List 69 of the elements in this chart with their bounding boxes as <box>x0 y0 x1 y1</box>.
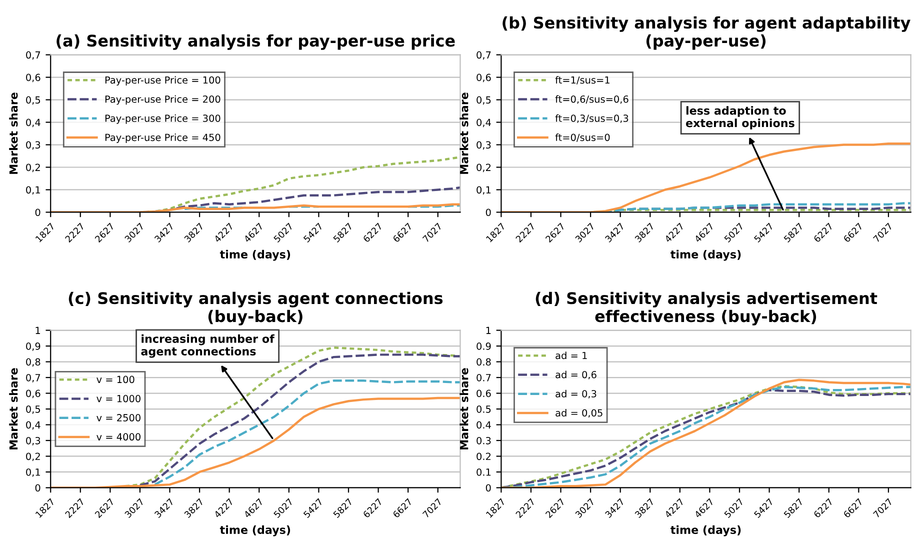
y-tick-label: 0,1 <box>26 186 40 195</box>
y-axis-title: Market share <box>9 92 18 174</box>
legend-label: ad = 0,6 <box>556 370 596 380</box>
legend-label: ft=1/sus=1 <box>555 76 610 84</box>
chart-title: (d) Sensitivity analysis advertisement effectiveness (buy-back) <box>536 292 878 326</box>
y-axis-title: Market share <box>460 368 468 450</box>
y-tick-label: 0,6 <box>26 390 40 398</box>
y-axis-title: Market share <box>9 368 18 450</box>
chart-title: (a) Sensitivity analysis for pay-per-use price <box>56 34 455 50</box>
legend-label: ad = 1 <box>556 352 587 360</box>
legend-label: ft=0,3/sus=0,3 <box>555 114 628 123</box>
y-tick-label: 0.2 <box>476 452 490 460</box>
legend-label: Pay-per-use Price = 200 <box>105 95 220 105</box>
legend-label: ft=0,6/sus=0,6 <box>555 95 628 104</box>
y-tick-label: 0.7 <box>476 374 491 382</box>
y-tick-label: 1 <box>36 326 40 334</box>
x-axis-title: time (days) <box>220 525 290 536</box>
y-tick-label: 0,4 <box>476 118 491 128</box>
y-tick-label: 0,7 <box>26 51 40 60</box>
y-tick-label: 0.5 <box>476 405 491 413</box>
y-tick-label: 0.9 <box>476 342 491 350</box>
legend-label: v = 1000 <box>96 394 140 402</box>
y-tick-label: 0 <box>35 484 40 492</box>
y-tick-label: 0.1 <box>476 468 491 476</box>
legend-label: ft=0/sus=0 <box>555 134 610 142</box>
y-tick-label: 0,4 <box>26 118 40 128</box>
legend-label: Pay-per-use Price = 450 <box>105 134 220 143</box>
legend-label: ad = 0,05 <box>556 409 602 418</box>
x-axis-title: time (days) <box>220 250 290 261</box>
y-tick-label: 0,3 <box>476 141 491 150</box>
y-tick-label: 0,7 <box>26 374 40 382</box>
y-tick-label: 0,6 <box>476 74 491 82</box>
y-tick-label: 0.4 <box>476 421 491 429</box>
y-tick-label: 0,2 <box>476 164 490 172</box>
line-series <box>154 380 460 486</box>
y-tick-label: 0,1 <box>26 468 40 477</box>
y-tick-label: 0,5 <box>476 96 491 105</box>
legend-label: Pay-per-use Price = 100 <box>105 76 220 86</box>
y-tick-label: 0,1 <box>476 186 491 195</box>
legend-label: v = 2500 <box>96 414 140 422</box>
y-tick-label: 0,5 <box>26 96 40 105</box>
legend-label: Pay-per-use Price = 300 <box>105 114 220 124</box>
y-tick-label: 0 <box>486 208 491 216</box>
x-axis-title: time (days) <box>670 250 741 261</box>
y-tick-label: 0 <box>35 208 40 216</box>
y-tick-label: 0 <box>486 484 491 492</box>
annotation: increasing number of agent connections <box>141 334 274 358</box>
y-tick-label: 0,3 <box>26 436 40 446</box>
legend-label: ad = 0,3 <box>556 390 596 398</box>
chart-title: (c) Sensitivity analysis agent connections (buy-back) <box>68 292 443 326</box>
y-axis-title: Market share <box>460 92 468 174</box>
y-tick-label: 0,4 <box>26 421 40 430</box>
annotation: less adaption to external opinions <box>686 106 794 130</box>
y-tick-label: 0.6 <box>476 390 491 398</box>
legend-label: v = 100 <box>96 376 134 384</box>
y-tick-label: 0,2 <box>26 164 40 172</box>
y-tick-label: 0,3 <box>26 141 40 150</box>
chart-title: (b) Sensitivity analysis for agent adaptability (pay-per-use) <box>502 16 910 50</box>
y-tick-label: 0.3 <box>476 436 491 444</box>
y-tick-label: 1 <box>486 326 491 334</box>
x-axis-title: time (days) <box>670 525 741 536</box>
y-tick-label: 0,9 <box>26 342 40 351</box>
y-tick-label: 0,5 <box>26 405 40 414</box>
y-tick-label: 0.8 <box>476 358 491 366</box>
legend-label: v = 4000 <box>96 433 140 441</box>
y-tick-label: 0,7 <box>476 51 491 60</box>
y-tick-label: 0,6 <box>26 74 40 82</box>
y-tick-label: 0,8 <box>26 358 40 367</box>
y-tick-label: 0,2 <box>26 452 40 462</box>
